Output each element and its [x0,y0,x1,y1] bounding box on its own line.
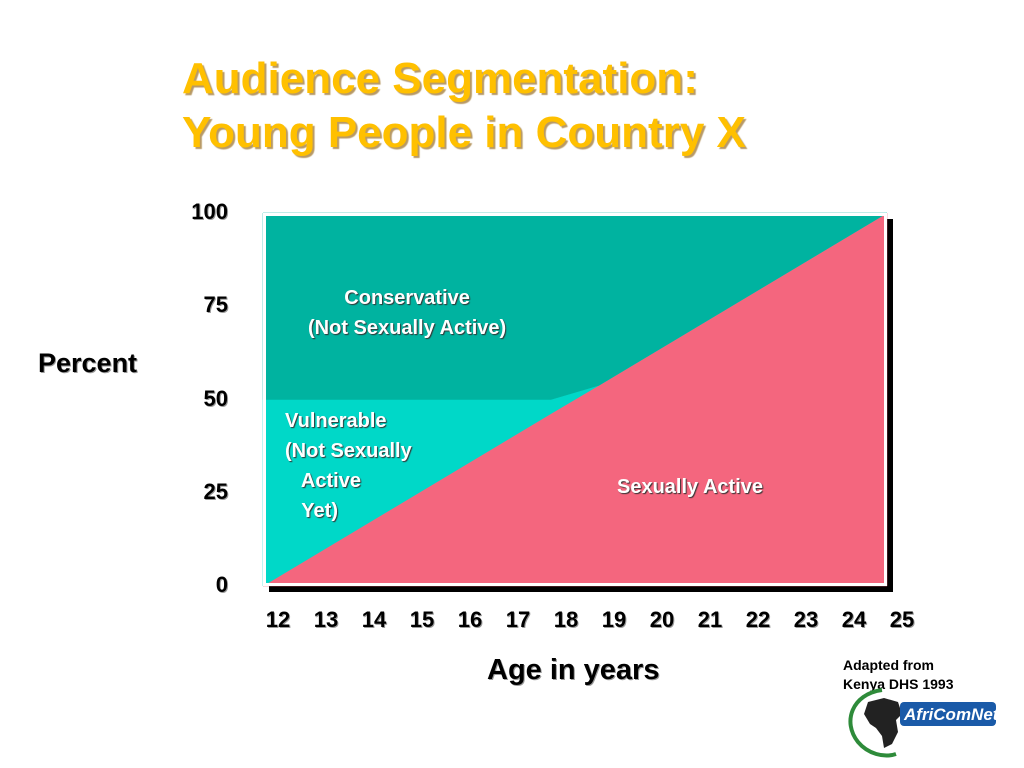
x-axis-label: Age in years [487,654,660,686]
x-tick-label: 22 [745,607,771,632]
y-tick-label: 0 [215,572,228,597]
y-axis-label: Percent [38,348,138,378]
region-label-sexually-active: Sexually Active [617,476,764,498]
y-tick-label: 25 [203,478,228,504]
logo-arc [848,688,897,758]
credit-line-2: Kenya DHS 1993 [843,676,954,692]
x-tick-label: 24 [841,607,867,632]
plot-border [263,213,887,586]
x-tick-label: 13 [313,607,339,632]
x-tick-label: 21 [697,607,723,632]
y-tick-label: 50 [203,385,228,411]
x-tick-label: 14 [361,607,387,632]
logo-text: AfriComNet [903,705,998,724]
source-credit: Adapted from Kenya DHS 1993 [843,656,954,694]
x-tick-label: 12 [265,607,291,632]
title-line-1: Audience Segmentation: [182,54,698,103]
x-tick-label: 18 [553,607,579,632]
region-label-conservative: Conservative (Not Sexually Active) [308,287,507,339]
title-line-2: Young People in Country X [182,108,746,157]
y-tick-label: 100 [191,199,228,224]
africomnet-logo: AfriComNet [838,684,998,760]
africa-map-icon [864,698,902,748]
y-tick-label: 75 [203,292,228,318]
x-tick-label: 19 [601,607,627,632]
x-tick-label: 17 [505,607,531,632]
logo-banner [900,702,996,726]
chart-title: Audience Segmentation: Young People in C… [182,52,746,160]
x-tick-label: 15 [409,607,435,632]
x-tick-label: 20 [649,607,675,632]
x-tick-label: 23 [793,607,819,632]
region-label-vulnerable: Vulnerable (Not Sexually Active Yet) [285,410,412,522]
x-tick-label: 25 [889,607,915,632]
credit-line-1: Adapted from [843,657,934,673]
x-tick-label: 16 [457,607,483,632]
